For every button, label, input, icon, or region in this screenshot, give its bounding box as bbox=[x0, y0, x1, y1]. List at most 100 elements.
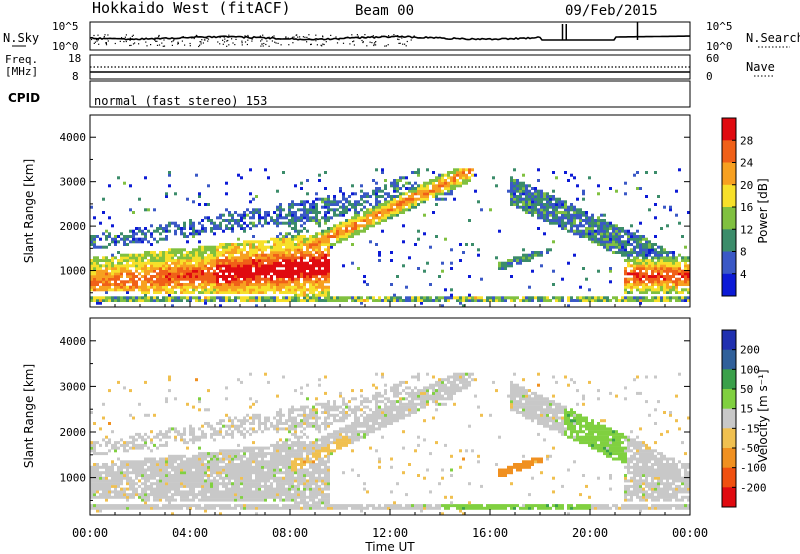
power-cell bbox=[93, 216, 96, 220]
power-cell bbox=[108, 184, 111, 188]
power-cell bbox=[474, 173, 477, 177]
noise-search-dot bbox=[172, 40, 174, 42]
velocity-cell bbox=[252, 460, 255, 464]
power-cell bbox=[186, 291, 189, 294]
power-cell bbox=[114, 283, 117, 286]
velocity-cell bbox=[264, 460, 267, 464]
power-cell bbox=[123, 288, 126, 292]
velocity-cell bbox=[183, 465, 186, 469]
power-cell bbox=[129, 229, 132, 233]
power-cell bbox=[270, 275, 273, 278]
power-cell bbox=[663, 285, 666, 289]
power-cell bbox=[210, 251, 213, 254]
power-cell bbox=[303, 200, 306, 204]
power-cell bbox=[627, 235, 630, 238]
power-cell bbox=[177, 283, 180, 286]
power-cell bbox=[645, 269, 648, 273]
power-cell bbox=[273, 272, 276, 276]
power-cell bbox=[300, 219, 303, 222]
power-cell bbox=[645, 243, 648, 246]
power-cell bbox=[213, 245, 216, 249]
power-cell bbox=[183, 285, 186, 289]
power-cell bbox=[645, 296, 648, 300]
noise-search-dot bbox=[130, 44, 132, 46]
velocity-cell bbox=[111, 474, 114, 477]
velocity-cell bbox=[252, 465, 255, 469]
noise-search-dot bbox=[266, 40, 268, 42]
power-cell bbox=[228, 296, 231, 300]
velocity-cell bbox=[264, 452, 267, 456]
velocity-cell bbox=[93, 471, 96, 475]
noise-left-tick-bottom: 10^0 bbox=[52, 40, 79, 53]
power-cell bbox=[273, 245, 276, 249]
noise-search-dot bbox=[200, 43, 202, 45]
power-cell bbox=[165, 227, 168, 230]
power-cell bbox=[624, 291, 627, 294]
power-cell bbox=[156, 267, 159, 270]
velocity-cell bbox=[246, 460, 249, 464]
power-cell bbox=[135, 227, 138, 230]
power-cell bbox=[150, 277, 153, 281]
power-cell bbox=[210, 275, 213, 278]
velocity-cell bbox=[252, 504, 255, 508]
power-cell bbox=[297, 243, 300, 246]
velocity-cell bbox=[126, 468, 129, 472]
velocity-cell bbox=[153, 490, 156, 494]
velocity-cell bbox=[264, 465, 267, 469]
power-cell bbox=[309, 299, 312, 302]
velocity-cell bbox=[201, 465, 204, 469]
power-cell bbox=[519, 181, 522, 185]
power-cell bbox=[636, 272, 639, 276]
power-cell bbox=[366, 299, 369, 302]
power-cell bbox=[615, 245, 618, 249]
power-cell bbox=[234, 256, 237, 260]
power-cell bbox=[426, 184, 429, 188]
power-cell bbox=[231, 299, 234, 302]
power-cell bbox=[171, 275, 174, 278]
power-cell bbox=[171, 269, 174, 273]
power-cell bbox=[183, 296, 186, 300]
noise-search-dot bbox=[375, 41, 377, 43]
power-cell bbox=[216, 248, 219, 252]
velocity-cell bbox=[231, 463, 234, 466]
velocity-cell bbox=[183, 438, 186, 442]
power-cell bbox=[294, 261, 297, 265]
power-cell bbox=[234, 221, 237, 225]
power-cell bbox=[144, 227, 147, 230]
power-cell bbox=[216, 285, 219, 289]
power-cell bbox=[522, 205, 525, 209]
power-cell bbox=[189, 224, 192, 228]
velocity-cell bbox=[102, 402, 105, 406]
power-cell bbox=[273, 285, 276, 289]
velocity-cell bbox=[246, 449, 249, 453]
power-cell bbox=[651, 248, 654, 252]
velocity-cell bbox=[150, 487, 153, 491]
power-cell bbox=[291, 277, 294, 281]
velocity-cell bbox=[237, 424, 240, 428]
velocity-cell bbox=[141, 471, 144, 475]
power-cell bbox=[537, 251, 540, 254]
power-cell bbox=[231, 224, 234, 228]
power-cell bbox=[162, 283, 165, 286]
velocity-cell bbox=[183, 493, 186, 497]
power-cell bbox=[192, 251, 195, 254]
power-cell bbox=[660, 248, 663, 252]
velocity-cell bbox=[174, 454, 177, 458]
power-cell bbox=[381, 208, 384, 212]
power-cell bbox=[480, 208, 483, 212]
power-cell bbox=[159, 224, 162, 228]
power-cell bbox=[423, 197, 426, 201]
velocity-cell bbox=[180, 484, 183, 488]
power-cell bbox=[93, 280, 96, 284]
power-cell bbox=[462, 299, 465, 302]
power-cell bbox=[315, 197, 318, 201]
velocity-cell bbox=[267, 474, 270, 477]
power-cell bbox=[585, 211, 588, 214]
power-cell bbox=[591, 213, 594, 217]
power-cell bbox=[162, 285, 165, 289]
power-cell bbox=[339, 235, 342, 238]
power-cell bbox=[201, 267, 204, 270]
power-cell bbox=[189, 264, 192, 268]
velocity-cell bbox=[96, 495, 99, 499]
power-cell bbox=[606, 232, 609, 236]
